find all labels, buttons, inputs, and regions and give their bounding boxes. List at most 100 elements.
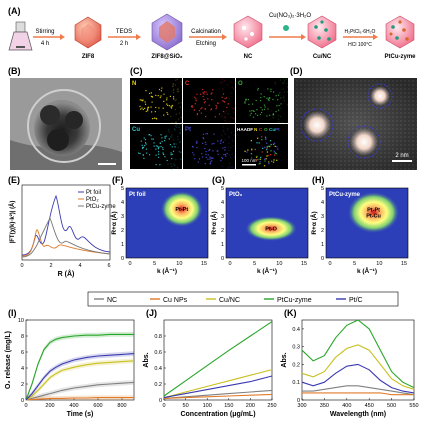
arrow-stirring: Stirring 4 h — [33, 29, 65, 47]
contour-xtick: 0 — [328, 261, 331, 267]
chart-title: (I) — [8, 308, 17, 318]
chart-xtick: 350 — [320, 403, 329, 409]
chart-xtick: 200 — [45, 403, 54, 409]
series-line — [163, 375, 273, 399]
contour-ytick: 5 — [221, 186, 224, 192]
arrow-teos-time: 2 h — [120, 41, 128, 47]
arrow-pt-conditions: HCl 100°C — [348, 42, 372, 48]
eds-scale-bar — [242, 164, 256, 166]
chart-xtick: 0 — [162, 403, 165, 409]
contour-xtick: 15 — [201, 261, 207, 267]
chart-xlabel: Wavelength (nm) — [330, 411, 386, 418]
contour-xtick: 5 — [253, 261, 256, 267]
chart-xtick: 0 — [24, 403, 27, 409]
chart-xtick: 200 — [246, 403, 255, 409]
series-line — [25, 381, 135, 401]
contour-ytick: 4 — [121, 200, 124, 206]
chart-frame — [301, 319, 415, 401]
series-line — [163, 369, 273, 399]
contour-peak — [244, 216, 298, 242]
contour-ytick: 1 — [221, 242, 224, 248]
chart-xtick: 450 — [365, 403, 374, 409]
chart-ytick: 0 — [21, 398, 24, 404]
eds-element-label: N — [132, 81, 136, 87]
chart-ylabel: Abs. — [281, 352, 288, 367]
eds-overlay-label: Cu — [269, 127, 275, 132]
chart-ytick: 10 — [18, 318, 24, 324]
contour-xtick: 10 — [176, 261, 182, 267]
e-ylabel: |FT(χ(k)·k²)| (Å) — [9, 201, 16, 244]
contour-peak — [347, 191, 400, 234]
contour-peak — [160, 190, 204, 228]
panel-e-legend: Pt foil PtO₂ PtCu-zyme — [78, 190, 116, 210]
eds-map-pt: Pt — [183, 124, 237, 170]
series-line — [301, 363, 415, 394]
chart-ytick: 0.8 — [154, 334, 162, 340]
panel-d-label: (D) — [290, 66, 303, 76]
eds-overlay-label: HAADF — [237, 127, 253, 132]
chart-ylabel: Abs. — [143, 352, 150, 367]
eds-map-c: C — [183, 78, 236, 124]
arrow-stirring-time: 4 h — [41, 41, 49, 47]
contour-xtick: 5 — [353, 261, 356, 267]
e-xtick: 6 — [107, 263, 110, 269]
contour-peak-label: Pt-Cu — [366, 214, 381, 220]
flask-icon — [8, 21, 33, 51]
panel-c-label: (C) — [130, 66, 143, 76]
series-line — [163, 389, 273, 399]
contour-ytick: 1 — [121, 242, 124, 248]
zif8-sio2-label: ZIF8@SiO₂ — [151, 54, 183, 60]
arrow-etching-label: Etching — [196, 41, 216, 47]
legend-item: Pt/C — [336, 297, 363, 304]
contour-ytick: 2 — [121, 228, 124, 234]
chart-xlabel: Time (s) — [67, 411, 94, 418]
contour-ytick: 2 — [221, 228, 224, 234]
series-line — [163, 321, 273, 397]
e-xlabel: R (Å) — [58, 269, 75, 278]
chart-ytick: 4 — [21, 366, 24, 372]
e-xtick: 2 — [49, 263, 52, 269]
legend-item: Cu NPs — [150, 297, 188, 304]
eds-map-cu: Cu — [130, 124, 183, 171]
chart-frame — [163, 319, 273, 401]
chart-xtick: 300 — [297, 403, 306, 409]
haadf-scale-text: 2 nm — [395, 153, 408, 159]
contour-ytick: 5 — [321, 186, 324, 192]
contour-xtick: 15 — [301, 261, 307, 267]
contour-ytick: 0 — [321, 256, 324, 262]
contour-xtick: 10 — [276, 261, 282, 267]
chart-frame — [25, 319, 135, 401]
chart-xtick: 50 — [183, 403, 189, 409]
panel-e-xticks: 0 2 4 6 — [20, 263, 110, 269]
series-line — [302, 392, 414, 396]
chart-ytick: 0.3 — [292, 345, 300, 351]
chart-ytick: 8 — [21, 334, 24, 340]
contour-xtick: 5 — [153, 261, 156, 267]
contour-xtick: 0 — [128, 261, 131, 267]
contour-peak-label: Pt-O — [265, 227, 277, 233]
arrow-stirring-label: Stirring — [35, 29, 54, 35]
eds-element-label: Cu — [132, 127, 140, 133]
series-line — [25, 397, 134, 401]
eds-element-label: Pt — [185, 127, 191, 133]
arrow-cu-precursor-label: Cu(NO₃)₂·3H₂O — [269, 13, 311, 19]
contour-ytick: 1 — [321, 242, 324, 248]
panel-a-synthesis-scheme: (A) Stirring 4 h ZIF8 TEOS 2 h — [8, 6, 416, 60]
chart-xtick: 250 — [267, 403, 276, 409]
contour-ytick: 0 — [121, 256, 124, 262]
panel-g-label: (G) — [212, 175, 225, 185]
series-line — [25, 333, 134, 401]
panel-a-label: (A) — [8, 6, 21, 16]
nc-label: NC — [244, 54, 253, 60]
panel-b-label: (B) — [8, 66, 21, 76]
series-band — [26, 358, 134, 400]
contour-ytick: 0 — [221, 256, 224, 262]
eds-element-label: O — [238, 81, 243, 87]
arrow-pt-precursor: H₂PtCl₆·6H₂O HCl 100°C — [343, 29, 378, 48]
contour-ytick: 3 — [221, 214, 224, 220]
panel-e-ft-exafs: (E) Pt foil PtO₂ PtCu-zyme 0 2 4 6 R (Å)… — [8, 175, 116, 278]
